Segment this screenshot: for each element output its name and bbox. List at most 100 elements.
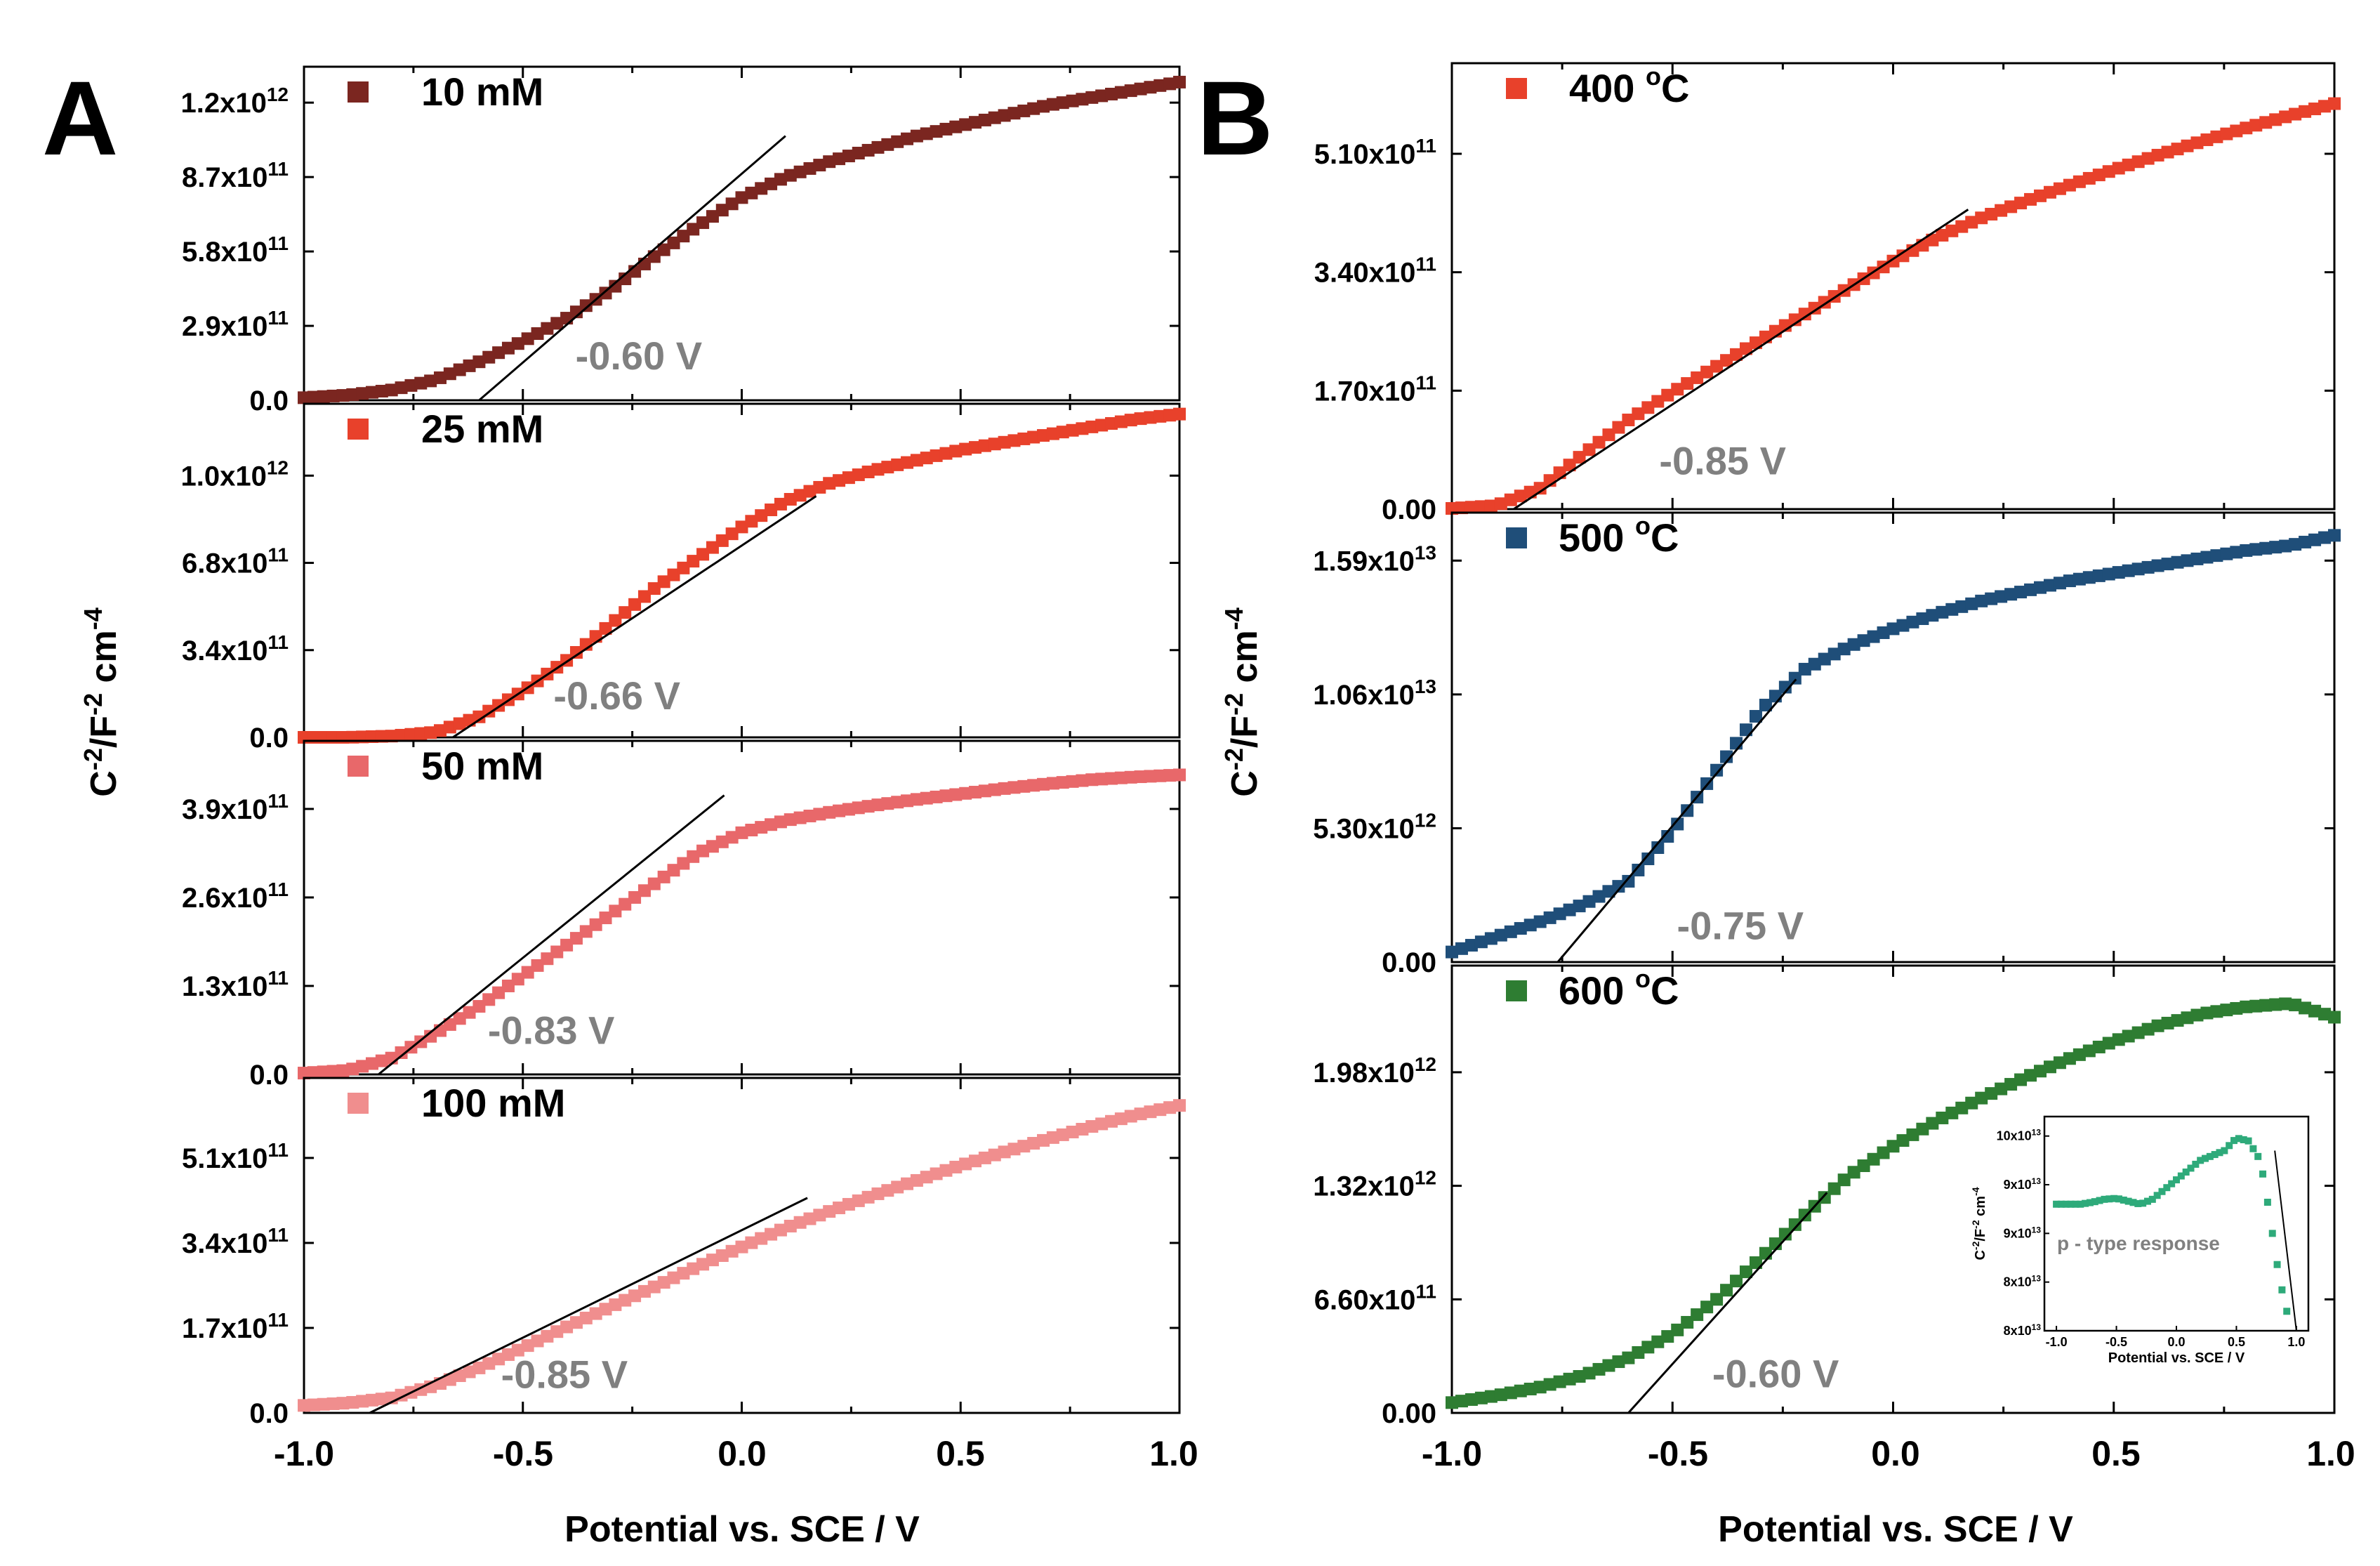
data-point — [1046, 1131, 1059, 1144]
inset-data-point — [2206, 1152, 2214, 1160]
y-tick-label: 0.0 — [249, 1060, 289, 1091]
data-point — [988, 437, 1001, 451]
data-point — [395, 381, 408, 395]
intercept-annotation: -0.85 V — [1659, 438, 1786, 482]
data-point — [930, 790, 943, 803]
data-point — [472, 1000, 486, 1013]
y-tick-mantissa: 1.59x10 — [1313, 546, 1415, 577]
data-point — [1095, 772, 1109, 786]
inset-x-tick-label: -1.0 — [2046, 1335, 2068, 1349]
intercept-annotation: -0.75 V — [1677, 904, 1804, 948]
data-point — [1504, 925, 1517, 938]
data-point — [1965, 216, 1978, 229]
data-point — [1144, 81, 1157, 94]
data-point — [1720, 354, 1733, 367]
data-point — [813, 808, 826, 821]
data-point — [1965, 597, 1978, 610]
intercept-annotation: -0.60 V — [576, 334, 703, 378]
data-point — [1446, 945, 1458, 959]
data-point — [336, 389, 350, 402]
inset-data-point — [2143, 1197, 2151, 1205]
data-point — [472, 1361, 486, 1374]
data-point — [472, 710, 486, 723]
data-point — [1632, 1345, 1645, 1359]
data-point — [677, 561, 690, 574]
data-point — [2063, 1052, 2076, 1065]
data-point — [2240, 1000, 2253, 1013]
x-tick-labels-a: -1.0 -0.5 0.0 0.5 1.0 — [274, 1434, 1198, 1473]
y-tick-label: 2.9x1011 — [182, 307, 289, 342]
data-point — [1455, 501, 1468, 515]
data-point — [1886, 622, 1900, 636]
data-point — [326, 389, 340, 402]
data-point — [453, 1369, 466, 1382]
data-point — [1533, 915, 1547, 928]
data-point — [1818, 1191, 1831, 1204]
data-point — [1114, 1112, 1128, 1126]
data-point — [1926, 609, 1939, 622]
inset-data-point — [2235, 1135, 2242, 1143]
data-point — [1563, 903, 1576, 916]
data-point — [2072, 175, 2086, 188]
data-point — [298, 1067, 310, 1080]
y-tick-mantissa: 5.10x10 — [1314, 139, 1416, 170]
y-tick-mantissa: 5.1x10 — [182, 1143, 267, 1174]
y-tick-exponent: 12 — [1415, 1167, 1436, 1189]
data-point — [2259, 999, 2273, 1012]
data-point — [2230, 124, 2243, 138]
fit-line — [1556, 678, 1797, 963]
inset-data-point — [2163, 1184, 2171, 1192]
data-point — [978, 1151, 991, 1164]
data-point — [647, 1280, 661, 1294]
data-point — [637, 590, 651, 603]
data-point — [2259, 116, 2273, 129]
data-point — [725, 831, 739, 844]
data-point — [2269, 113, 2282, 126]
data-point — [1484, 499, 1498, 513]
y-tick-exponent: 11 — [267, 790, 289, 812]
data-point — [1474, 500, 1488, 513]
y-tick-exponent: 13 — [1415, 676, 1436, 697]
data-point — [1749, 336, 1762, 350]
y-tick-mantissa: 0.0 — [249, 723, 289, 754]
data-point — [881, 1184, 894, 1197]
inset-y-tick-label: 8x1013 — [2004, 1322, 2042, 1338]
data-point — [1995, 204, 2008, 217]
y-tick-exponent: 11 — [1415, 371, 1436, 393]
y-tick-label: 8.7x1011 — [182, 158, 289, 193]
data-point — [881, 797, 894, 810]
data-point — [2200, 551, 2214, 564]
data-point — [1788, 313, 1801, 327]
data-point — [1046, 427, 1059, 440]
data-point — [414, 727, 428, 740]
data-point — [2141, 1022, 2155, 1036]
data-point — [920, 791, 933, 805]
data-point — [2151, 148, 2164, 162]
data-point — [433, 371, 447, 384]
inset-y-title-part: cm — [1973, 1196, 1988, 1220]
data-point — [1037, 777, 1050, 791]
y-tick-label: 5.8x1011 — [182, 232, 289, 268]
inset-annotation: p - type response — [2057, 1232, 2220, 1254]
data-point — [453, 717, 466, 730]
data-point — [1788, 671, 1801, 685]
inset-data-point — [2187, 1164, 2195, 1172]
data-point — [307, 1398, 320, 1412]
y-tick-label: 0.00 — [1382, 494, 1436, 525]
data-point — [569, 646, 583, 659]
data-point — [2210, 130, 2223, 143]
data-point — [2043, 579, 2056, 592]
data-point — [2289, 107, 2302, 121]
legend-unit: C — [1651, 515, 1679, 560]
y-tick-label: 1.0x1012 — [181, 456, 289, 492]
inset-data-point — [2202, 1154, 2209, 1162]
data-point — [579, 925, 593, 938]
data-point — [920, 1171, 933, 1184]
inset-y-tick-label: 9x1013 — [2004, 1225, 2042, 1240]
inset-data-point — [2101, 1195, 2108, 1203]
y-tick-label: 6.60x1011 — [1314, 1280, 1436, 1315]
data-point — [1533, 482, 1547, 495]
data-point — [531, 1334, 544, 1348]
